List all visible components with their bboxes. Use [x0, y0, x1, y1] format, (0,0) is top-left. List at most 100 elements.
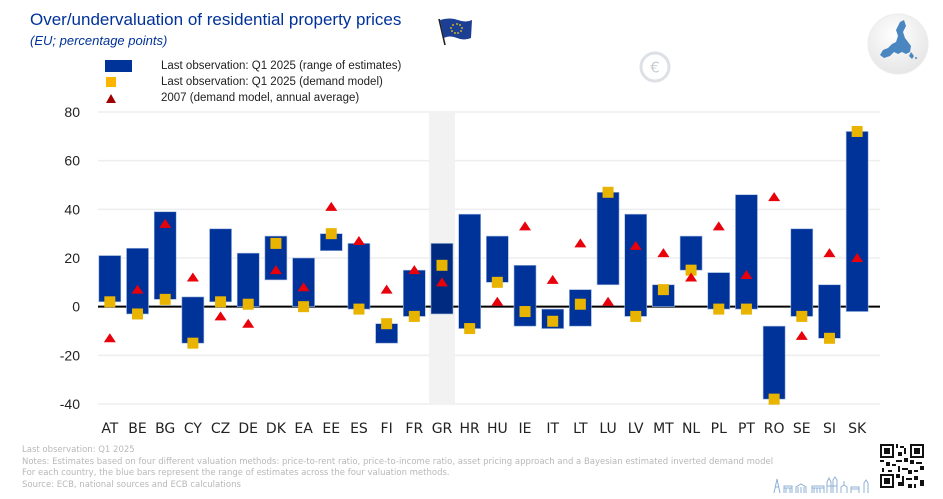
y-tick-label: 20: [64, 250, 80, 266]
x-tick-label-fi: FI: [381, 421, 393, 437]
x-tick-label-cy: CY: [184, 421, 203, 437]
footnotes: Last observation: Q1 2025 Notes: Estimat…: [22, 445, 773, 491]
range-bar-hu: [486, 235, 509, 283]
euro-coin-icon: €: [639, 51, 671, 83]
range-bar-de: [236, 252, 260, 307]
range-bar-fr: [403, 269, 426, 317]
x-tick-label-ea: EA: [294, 421, 313, 437]
x-tick-label-se: SE: [793, 421, 811, 437]
x-tick-label-lv: LV: [628, 421, 644, 437]
demand-marker-gr: [436, 259, 448, 271]
chart-subtitle: (EU; percentage points): [30, 33, 168, 48]
legend-label: 2007 (demand model, annual average): [161, 92, 360, 104]
y2007-marker-fr: [408, 265, 421, 275]
legend-bar-swatch: [105, 60, 132, 72]
y2007-marker-pl: [712, 221, 725, 231]
y-axis-ticks: -40 -20 0 20 40 60 80: [60, 104, 80, 412]
legend-item-demand: Last observation: Q1 2025 (demand model): [105, 74, 401, 90]
x-tick-label-at: AT: [101, 421, 118, 437]
x-tick-label-nl: NL: [682, 421, 700, 437]
svg-text:€: €: [650, 59, 660, 77]
y-tick-label: 60: [64, 153, 80, 169]
range-bar-es: [347, 243, 371, 310]
range-bar-cz: [209, 228, 232, 303]
demand-marker-fr: [408, 310, 420, 322]
demand-marker-nl: [685, 264, 697, 276]
y-tick-label: -40: [60, 396, 80, 412]
y2007-marker-pt: [740, 270, 753, 280]
y-tick-label: 0: [72, 299, 80, 315]
range-bar-lv: [624, 213, 648, 317]
demand-marker-be: [132, 308, 144, 320]
x-tick-label-lt: LT: [573, 421, 588, 437]
demand-marker-lu: [602, 186, 614, 198]
x-tick-label-pt: PT: [738, 421, 755, 437]
legend-triangle-swatch: [106, 93, 116, 103]
y2007-marker-sk: [851, 253, 864, 262]
legend-label: Last observation: Q1 2025 (range of esti…: [161, 60, 402, 72]
x-tick-label-bg: BG: [155, 421, 175, 437]
legend-square-swatch: [106, 77, 116, 87]
y2007-marker-ro: [768, 192, 781, 202]
range-bar-si: [818, 284, 841, 339]
footnote-notes: Notes: Estimates based on four different…: [22, 456, 774, 467]
legend-label: Last observation: Q1 2025 (demand model): [161, 76, 383, 88]
x-tick-label-ro: RO: [764, 421, 785, 437]
markers: [103, 125, 864, 405]
y2007-marker-gr: [435, 277, 448, 287]
x-tick-label-hu: HU: [487, 421, 508, 437]
y2007-marker-mt: [657, 248, 670, 258]
range-bar-se: [790, 228, 814, 317]
demand-marker-de: [242, 298, 254, 310]
x-tick-label-ee: EE: [322, 421, 340, 437]
demand-marker-dk: [270, 237, 282, 249]
x-tick-label-ie: IE: [519, 421, 532, 437]
y2007-marker-hu: [491, 296, 504, 306]
demand-marker-es: [353, 303, 365, 315]
y2007-marker-de: [242, 318, 255, 328]
x-tick-label-it: IT: [546, 421, 559, 437]
chart-plot: -40 -20 0 20 40 60 80 AT BE BG CY CZ DE DK EA EE ES FI FR…: [60, 104, 880, 437]
demand-marker-ie: [519, 306, 531, 318]
demand-marker-bg: [159, 293, 171, 305]
x-tick-label-be: BE: [128, 421, 146, 437]
eu-map-icon: [867, 13, 929, 75]
y2007-marker-nl: [685, 272, 698, 282]
y-tick-label: 80: [64, 104, 80, 120]
demand-marker-pl: [713, 303, 725, 315]
y2007-marker-lu: [602, 296, 615, 306]
x-tick-label-hr: HR: [460, 421, 481, 437]
footnote-last-observation: Last observation: Q1 2025: [22, 445, 135, 455]
range-bar-lu: [596, 192, 620, 286]
x-axis-ticks: AT BE BG CY CZ DE DK EA EE ES FI FR GR HR HU IE IT LT LU LV…: [101, 421, 867, 437]
x-tick-label-fr: FR: [405, 421, 423, 437]
range-bar-pt: [735, 194, 758, 310]
footnote-notes-2: For each country, the blue bars represen…: [22, 468, 450, 478]
x-tick-label-es: ES: [350, 421, 368, 437]
city-skyline-icon: [773, 476, 869, 494]
demand-marker-ro: [768, 393, 780, 405]
range-bar-hr: [458, 213, 481, 329]
range-bar-ro: [762, 325, 786, 400]
demand-marker-cz: [215, 296, 227, 308]
qr-code-icon: [880, 444, 924, 488]
demand-marker-sk: [851, 125, 863, 137]
x-tick-label-sk: SK: [848, 421, 867, 437]
demand-marker-hu: [491, 276, 503, 288]
demand-marker-ee: [325, 228, 337, 240]
y2007-marker-se: [795, 330, 808, 340]
y2007-marker-be: [131, 284, 144, 294]
eu-flag-icon: [438, 18, 472, 46]
y2007-marker-si: [823, 248, 836, 258]
range-bar-sk: [845, 131, 869, 312]
legend-item-2007: 2007 (demand model, annual average): [105, 90, 401, 106]
demand-marker-pt: [740, 303, 752, 315]
x-tick-label-de: DE: [238, 421, 258, 437]
demand-marker-hr: [464, 323, 476, 335]
x-tick-label-si: SI: [823, 421, 836, 437]
demand-marker-se: [796, 310, 808, 322]
x-tick-label-mt: MT: [653, 421, 674, 437]
demand-marker-ea: [298, 301, 310, 313]
demand-marker-cy: [187, 337, 199, 349]
chart-title: Over/undervaluation of residential prope…: [30, 10, 402, 29]
